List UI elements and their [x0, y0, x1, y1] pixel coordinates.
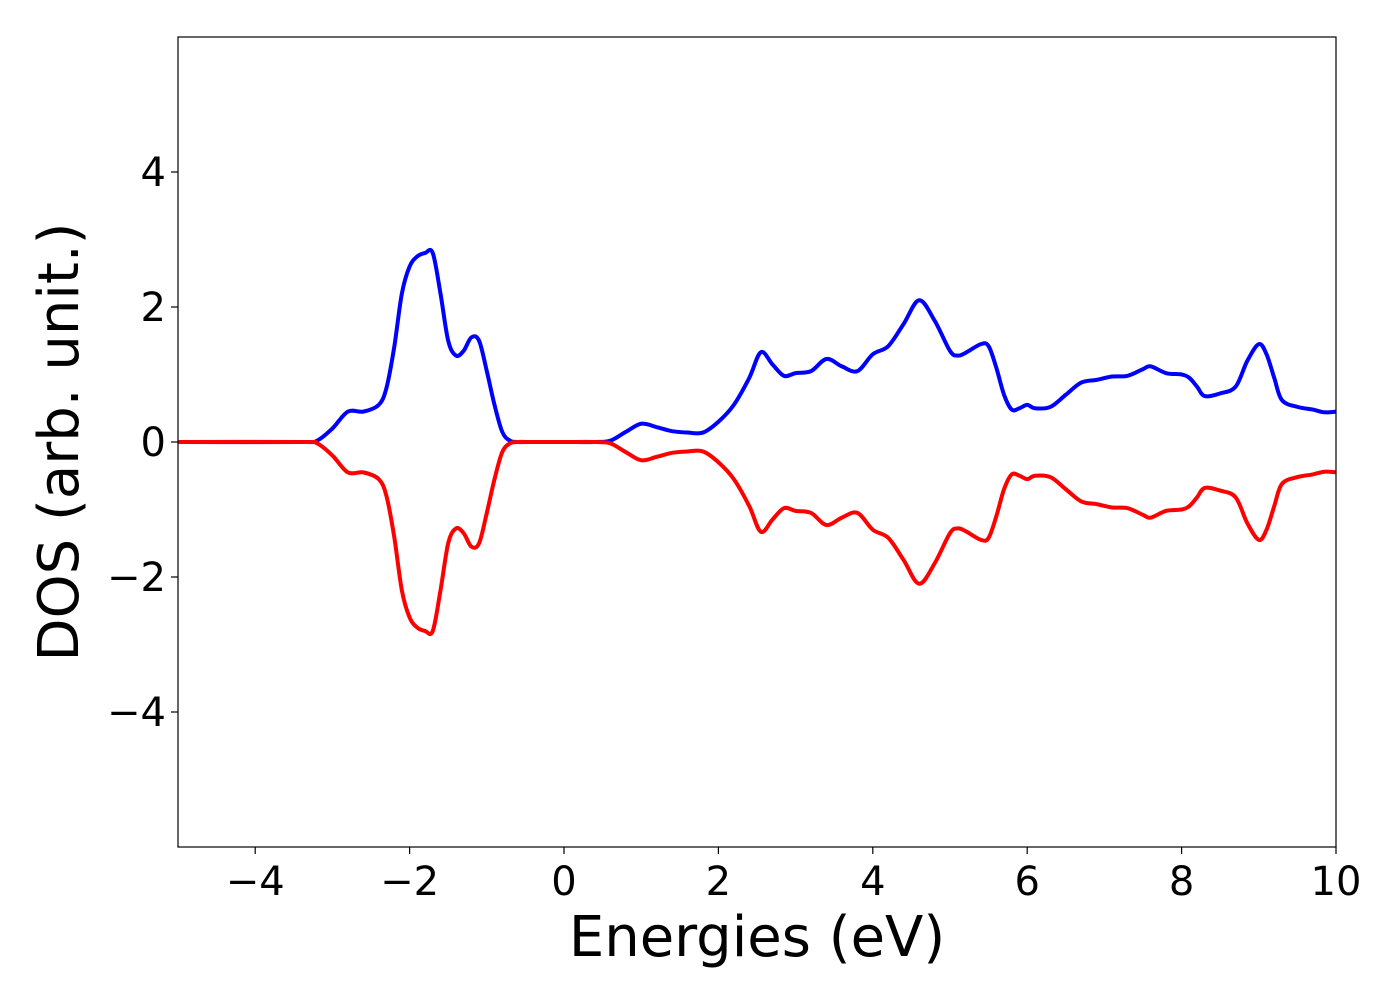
x-tick-label: 2	[706, 859, 731, 905]
x-tick-label: −2	[380, 859, 439, 905]
y-axis-title: DOS (arb. unit.)	[27, 222, 92, 661]
series-line-1	[177, 439, 1337, 637]
series-line-0	[177, 247, 1337, 445]
x-tick-label: 4	[860, 859, 885, 905]
x-tick-label: 0	[551, 859, 576, 905]
x-tick-label: −4	[226, 859, 285, 905]
y-tick-label: 0	[141, 420, 166, 466]
plot-background	[178, 37, 1336, 847]
y-tick-label: −4	[107, 690, 166, 736]
x-axis-title: Energies (eV)	[569, 905, 945, 970]
y-axis-ticks: −4 −2 0 2 4	[107, 150, 178, 736]
series-lines	[177, 247, 1337, 637]
y-tick-label: 4	[141, 150, 166, 196]
x-tick-label: 10	[1311, 859, 1362, 905]
x-tick-label: 6	[1014, 859, 1039, 905]
y-tick-label: −2	[107, 555, 166, 601]
x-tick-label: 8	[1169, 859, 1194, 905]
y-tick-label: 2	[141, 285, 166, 331]
x-axis-ticks: −4 −2 0 2 4 6 8 10	[226, 847, 1362, 905]
